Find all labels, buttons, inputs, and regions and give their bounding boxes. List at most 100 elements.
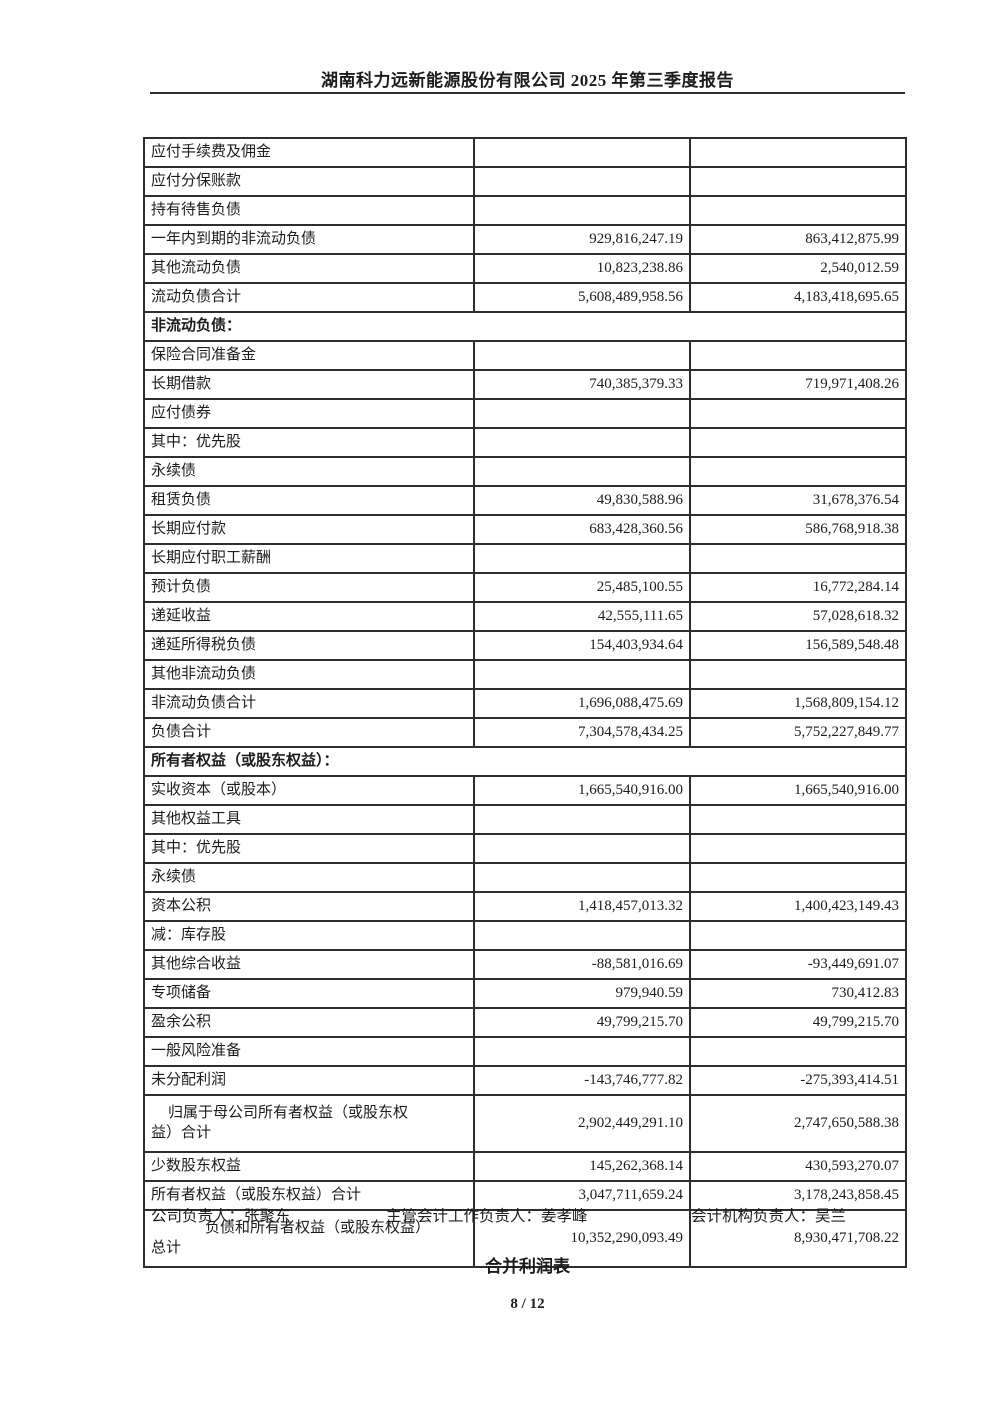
row-label-cell: 租赁负债 xyxy=(143,485,475,516)
prior-amount-cell xyxy=(689,1036,907,1067)
balance-sheet-body: 应付手续费及佣金 应付分保账款 持有待售负债 一年内到期的非流动负债 929,816,2… xyxy=(143,137,907,1268)
current-amount-cell xyxy=(473,543,691,574)
prior-amount-cell: 2,540,012.59 xyxy=(689,253,907,284)
current-amount-cell xyxy=(473,398,691,429)
row-label-cell: 永续债 xyxy=(143,862,475,893)
row-label-cell: 负债和所有者权益（或股东权益） 总计 xyxy=(143,1209,475,1268)
row-label-cell: 所有者权益（或股东权益）合计 xyxy=(143,1180,475,1211)
table-row: 长期借款 740,385,379.33 719,971,408.26 xyxy=(143,369,907,400)
row-label-cell: 其中：优先股 xyxy=(143,833,475,864)
row-label-cell: 预计负债 xyxy=(143,572,475,603)
table-row: 实收资本（或股本） 1,665,540,916.00 1,665,540,916.0… xyxy=(143,775,907,806)
table-row: 归属于母公司所有者权益（或股东权 益）合计 2,902,449,291.10 2,7… xyxy=(143,1094,907,1153)
table-row: 应付手续费及佣金 xyxy=(143,137,907,168)
table-row: 其他综合收益 -88,581,016.69 -93,449,691.07 xyxy=(143,949,907,980)
prior-amount-cell: 8,930,471,708.22 xyxy=(689,1209,907,1268)
prior-amount-cell: 1,665,540,916.00 xyxy=(689,775,907,806)
header-divider xyxy=(150,92,905,94)
table-row: 保险合同准备金 xyxy=(143,340,907,371)
current-amount-cell: 49,830,588.96 xyxy=(473,485,691,516)
row-label-cell: 其他综合收益 xyxy=(143,949,475,980)
table-row: 永续债 xyxy=(143,862,907,893)
row-label-cell: 长期应付职工薪酬 xyxy=(143,543,475,574)
table-row: 租赁负债 49,830,588.96 31,678,376.54 xyxy=(143,485,907,516)
table-row: 递延所得税负债 154,403,934.64 156,589,548.48 xyxy=(143,630,907,661)
signatories-row: 公司负责人：张聚东 主管会计工作负责人：姜孝峰 会计机构负责人：吴兰 xyxy=(143,1204,905,1226)
report-header-title: 湖南科力远新能源股份有限公司 2025 年第三季度报告 xyxy=(321,71,734,90)
current-amount-cell: 5,608,489,958.56 xyxy=(473,282,691,313)
row-label-cell: 长期借款 xyxy=(143,369,475,400)
table-row: 所有者权益（或股东权益）合计 3,047,711,659.24 3,178,243,… xyxy=(143,1180,907,1211)
section-header-cell: 所有者权益（或股东权益）： xyxy=(143,746,907,777)
prior-amount-cell: 49,799,215.70 xyxy=(689,1007,907,1038)
row-label-cell: 应付手续费及佣金 xyxy=(143,137,475,168)
current-amount-cell: -88,581,016.69 xyxy=(473,949,691,980)
section-header-cell: 非流动负债： xyxy=(143,311,907,342)
row-label-cell: 其中：优先股 xyxy=(143,427,475,458)
prior-amount-cell: 730,412.83 xyxy=(689,978,907,1009)
prior-amount-cell xyxy=(689,456,907,487)
balance-sheet-table: 应付手续费及佣金 应付分保账款 持有待售负债 一年内到期的非流动负债 929,816,2… xyxy=(143,137,907,1268)
table-row: 其中：优先股 xyxy=(143,833,907,864)
current-amount-cell xyxy=(473,804,691,835)
current-amount-cell: 979,940.59 xyxy=(473,978,691,1009)
row-label-cell: 少数股东权益 xyxy=(143,1151,475,1182)
prior-amount-cell: 2,747,650,588.38 xyxy=(689,1094,907,1153)
row-label-cell: 专项储备 xyxy=(143,978,475,1009)
table-row: 减：库存股 xyxy=(143,920,907,951)
row-label-cell: 一般风险准备 xyxy=(143,1036,475,1067)
current-amount-cell xyxy=(473,833,691,864)
table-row: 非流动负债合计 1,696,088,475.69 1,568,809,154.12 xyxy=(143,688,907,719)
prior-amount-cell: 31,678,376.54 xyxy=(689,485,907,516)
prior-amount-cell: 719,971,408.26 xyxy=(689,369,907,400)
current-amount-cell: 25,485,100.55 xyxy=(473,572,691,603)
row-label-cell: 非流动负债合计 xyxy=(143,688,475,719)
prior-amount-cell: 1,568,809,154.12 xyxy=(689,688,907,719)
table-row: 盈余公积 49,799,215.70 49,799,215.70 xyxy=(143,1007,907,1038)
current-amount-cell xyxy=(473,137,691,168)
prior-amount-cell: 57,028,618.32 xyxy=(689,601,907,632)
table-row: 其他权益工具 xyxy=(143,804,907,835)
current-amount-cell: -143,746,777.82 xyxy=(473,1065,691,1096)
row-label-cell: 永续债 xyxy=(143,456,475,487)
row-label-cell: 盈余公积 xyxy=(143,1007,475,1038)
row-label-cell: 保险合同准备金 xyxy=(143,340,475,371)
table-row: 其他非流动负债 xyxy=(143,659,907,690)
current-amount-cell: 1,665,540,916.00 xyxy=(473,775,691,806)
table-row: 预计负债 25,485,100.55 16,772,284.14 xyxy=(143,572,907,603)
current-amount-cell xyxy=(473,659,691,690)
table-row: 长期应付职工薪酬 xyxy=(143,543,907,574)
current-amount-cell: 49,799,215.70 xyxy=(473,1007,691,1038)
current-amount-cell xyxy=(473,862,691,893)
accounting-work-head-signatory: 主管会计工作负责人：姜孝峰 xyxy=(386,1208,588,1225)
prior-amount-cell: 16,772,284.14 xyxy=(689,572,907,603)
row-label-cell: 其他权益工具 xyxy=(143,804,475,835)
prior-amount-cell: 586,768,918.38 xyxy=(689,514,907,545)
current-amount-cell: 7,304,578,434.25 xyxy=(473,717,691,748)
row-label-cell: 递延收益 xyxy=(143,601,475,632)
accounting-org-head-signatory: 会计机构负责人：吴兰 xyxy=(691,1208,847,1225)
current-amount-cell: 3,047,711,659.24 xyxy=(473,1180,691,1211)
row-label-cell: 应付债券 xyxy=(143,398,475,429)
current-amount-cell: 145,262,368.14 xyxy=(473,1151,691,1182)
current-amount-cell xyxy=(473,166,691,197)
current-amount-cell xyxy=(473,1036,691,1067)
current-amount-cell: 10,823,238.86 xyxy=(473,253,691,284)
prior-amount-cell xyxy=(689,543,907,574)
current-amount-cell: 740,385,379.33 xyxy=(473,369,691,400)
table-row: 其中：优先股 xyxy=(143,427,907,458)
row-label-cell: 未分配利润 xyxy=(143,1065,475,1096)
prior-amount-cell xyxy=(689,427,907,458)
section-header-row: 所有者权益（或股东权益）： xyxy=(143,746,907,777)
row-label-cell: 递延所得税负债 xyxy=(143,630,475,661)
row-label-cell: 一年内到期的非流动负债 xyxy=(143,224,475,255)
prior-amount-cell: 5,752,227,849.77 xyxy=(689,717,907,748)
prior-amount-cell: -93,449,691.07 xyxy=(689,949,907,980)
table-row: 负债合计 7,304,578,434.25 5,752,227,849.77 xyxy=(143,717,907,748)
row-label-cell: 其他非流动负债 xyxy=(143,659,475,690)
table-row: 持有待售负债 xyxy=(143,195,907,226)
table-row: 应付分保账款 xyxy=(143,166,907,197)
row-label-cell: 持有待售负债 xyxy=(143,195,475,226)
prior-amount-cell xyxy=(689,804,907,835)
prior-amount-cell xyxy=(689,920,907,951)
